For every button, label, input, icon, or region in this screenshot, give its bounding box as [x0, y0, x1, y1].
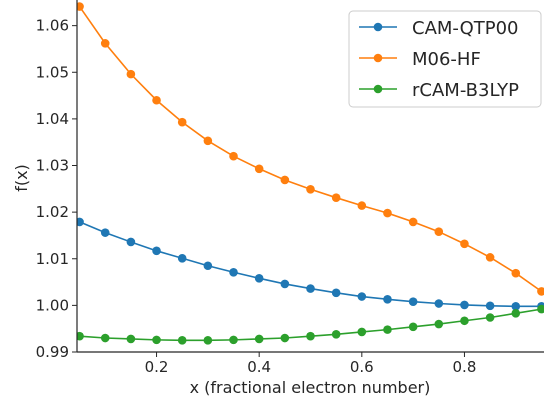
y-axis-label: f(x) [12, 164, 31, 192]
data-point [100, 333, 110, 343]
series-layer [77, 2, 544, 345]
legend-label: rCAM-B3LYP [412, 80, 519, 101]
data-point [203, 336, 213, 345]
data-point [77, 217, 84, 227]
data-point [177, 253, 187, 263]
y-tick-label: 1.03 [36, 157, 69, 175]
x-tick-label: 0.8 [453, 358, 477, 376]
data-point [152, 246, 161, 256]
data-point [408, 297, 418, 306]
data-point [460, 239, 469, 249]
data-point [152, 335, 161, 345]
legend-label: CAM-QTP00 [412, 18, 519, 39]
data-point [434, 319, 444, 329]
legend-swatch-marker [373, 84, 383, 94]
data-point [100, 39, 110, 48]
data-point [383, 325, 392, 334]
data-point [100, 228, 110, 237]
y-tick-label: 1.06 [36, 17, 69, 35]
data-point [537, 304, 544, 314]
series-m06-hf [77, 2, 544, 296]
data-point [485, 313, 495, 322]
y-tick-label: 1.04 [36, 110, 69, 128]
legend-item: M06-HF [359, 49, 481, 70]
data-point [408, 322, 418, 332]
series-rcam-b3lyp [77, 304, 544, 345]
data-point [306, 284, 315, 293]
data-point [357, 327, 367, 337]
data-point [126, 237, 136, 247]
y-tick-label: 0.99 [36, 343, 69, 361]
legend-swatch-marker [373, 22, 383, 32]
data-point [203, 136, 213, 146]
data-point [357, 292, 367, 301]
data-point [280, 333, 290, 343]
data-point [229, 267, 238, 277]
ticks-layer: 0.2 0.4 0.6 0.8 0.99 1.00 1.01 1.02 1.03 1.04 1.05… [36, 17, 477, 376]
legend-item: CAM-QTP00 [359, 18, 519, 39]
series-line [79, 221, 542, 308]
series-cam-qtp00 [77, 217, 544, 311]
data-point [511, 302, 521, 311]
y-tick-label: 1.05 [36, 63, 69, 81]
data-point [203, 261, 213, 271]
x-tick-label: 0.2 [145, 358, 169, 376]
data-point [152, 95, 161, 105]
data-point [408, 217, 418, 227]
data-point [357, 201, 367, 210]
y-tick-label: 1.00 [36, 296, 69, 314]
data-point [383, 208, 392, 218]
data-point [331, 329, 341, 339]
data-point [126, 69, 136, 79]
data-point [229, 151, 238, 161]
y-tick-label: 1.02 [36, 203, 69, 221]
legend-box [348, 10, 542, 108]
y-tick-label: 1.01 [36, 250, 69, 268]
data-point [306, 184, 315, 194]
data-point [229, 335, 238, 345]
x-axis-label: x (fractional electron number) [190, 378, 431, 397]
data-point [126, 334, 136, 344]
data-point [280, 175, 290, 185]
data-point [177, 117, 187, 127]
legend-item: rCAM-B3LYP [359, 80, 519, 101]
data-point [254, 274, 264, 283]
data-point [177, 336, 187, 345]
x-tick-label: 0.6 [350, 358, 374, 376]
plot-frame [76, 0, 544, 353]
data-point [434, 299, 444, 308]
data-point [383, 295, 392, 304]
data-point [306, 331, 315, 341]
data-point [434, 227, 444, 237]
data-point [537, 287, 544, 296]
legend: CAM-QTP00 M06-HF rCAM-B3LYP [348, 10, 542, 108]
data-point [460, 300, 469, 310]
data-point [485, 301, 495, 311]
data-point [460, 316, 469, 326]
legend-swatch-marker [373, 53, 383, 63]
data-point [254, 164, 264, 174]
data-point [254, 334, 264, 344]
data-point [77, 2, 84, 11]
data-point [331, 288, 341, 298]
data-point [280, 279, 290, 289]
data-point [331, 193, 341, 202]
data-point [77, 331, 84, 341]
data-point [485, 253, 495, 262]
legend-label: M06-HF [412, 49, 481, 70]
data-point [511, 268, 521, 278]
data-point [511, 309, 521, 318]
x-tick-label: 0.4 [247, 358, 271, 376]
